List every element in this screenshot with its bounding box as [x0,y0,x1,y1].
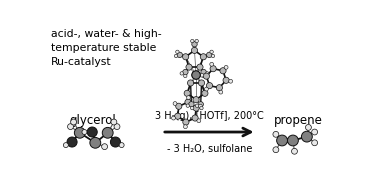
Text: propene: propene [274,114,323,127]
FancyArrowPatch shape [165,128,251,136]
Circle shape [110,137,121,147]
Circle shape [224,65,228,69]
Circle shape [192,115,198,121]
Circle shape [229,79,232,83]
Circle shape [273,147,279,153]
Circle shape [82,129,87,135]
Circle shape [200,73,204,77]
Circle shape [184,74,187,78]
Circle shape [102,127,113,138]
Text: glycerol: glycerol [69,114,116,127]
Circle shape [195,39,198,43]
Circle shape [197,64,203,70]
Circle shape [119,143,124,148]
Circle shape [68,124,73,129]
Circle shape [273,131,279,137]
Text: - 3 H₂O, sulfolane: - 3 H₂O, sulfolane [167,144,252,154]
Circle shape [202,74,205,78]
Circle shape [291,148,297,154]
Circle shape [87,127,97,137]
Circle shape [183,119,189,125]
Circle shape [64,143,68,148]
Circle shape [192,42,197,47]
Circle shape [192,71,200,79]
Circle shape [210,62,214,66]
Circle shape [71,119,76,125]
Circle shape [183,54,189,60]
Circle shape [102,144,108,149]
Circle shape [219,90,223,94]
Circle shape [312,140,318,146]
Circle shape [203,73,209,79]
Circle shape [189,102,194,107]
Circle shape [193,97,199,103]
Circle shape [210,66,216,72]
Circle shape [114,124,120,129]
Circle shape [301,131,312,142]
Circle shape [191,39,194,43]
Circle shape [198,80,204,86]
Circle shape [197,119,201,123]
Circle shape [172,116,175,120]
Circle shape [198,104,202,108]
Circle shape [173,102,177,105]
Circle shape [174,54,178,58]
Circle shape [211,54,215,58]
Circle shape [195,104,199,107]
Circle shape [186,96,191,100]
Circle shape [186,104,189,107]
Circle shape [183,69,188,75]
Circle shape [175,113,181,119]
Circle shape [192,71,200,79]
Circle shape [288,135,298,146]
Text: acid-, water- & high-
temperature stable
Ru-catalyst: acid-, water- & high- temperature stable… [51,29,162,67]
Circle shape [305,125,311,130]
Circle shape [210,50,213,53]
Circle shape [216,85,223,91]
Circle shape [184,90,190,96]
Circle shape [191,47,198,53]
Circle shape [198,102,203,107]
Circle shape [223,77,229,83]
Circle shape [186,64,192,70]
Circle shape [193,105,199,111]
Circle shape [183,125,187,129]
Circle shape [180,72,183,75]
Text: 3 H₂(g), [HOTf], 200°C: 3 H₂(g), [HOTf], 200°C [155,111,263,121]
Circle shape [204,87,208,91]
Circle shape [185,99,191,105]
Circle shape [312,129,318,135]
Circle shape [200,54,206,60]
Circle shape [111,119,117,125]
Circle shape [206,83,212,89]
Circle shape [176,103,182,109]
Circle shape [187,80,194,86]
Circle shape [206,72,209,75]
Circle shape [191,106,194,110]
Circle shape [67,137,77,147]
Circle shape [200,106,203,110]
Circle shape [201,69,206,75]
Circle shape [74,127,85,138]
Circle shape [90,137,101,148]
Circle shape [220,68,226,74]
Circle shape [202,90,208,96]
Circle shape [277,135,288,146]
Circle shape [177,52,183,58]
Circle shape [176,50,179,53]
Circle shape [206,52,212,58]
